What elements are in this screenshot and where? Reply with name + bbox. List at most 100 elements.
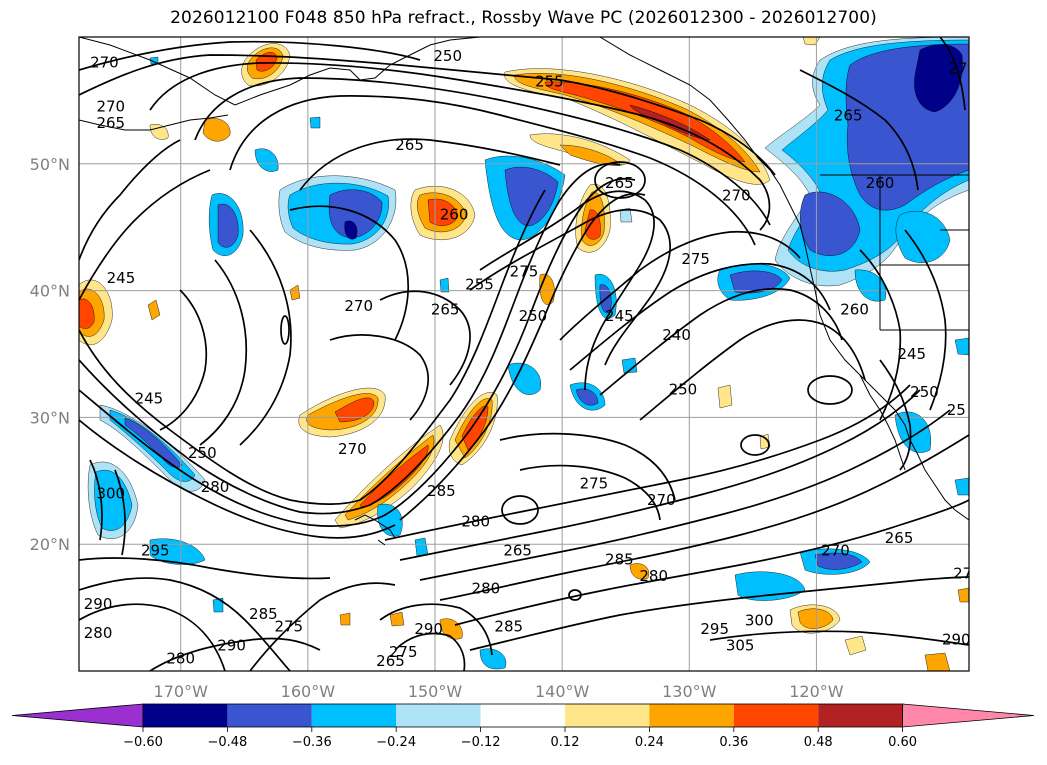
contour-label: 290 [414,620,443,638]
positive-blob-139w-18n [629,563,650,580]
positive-blob-157w-red [334,397,375,423]
contour-label: 265 [395,136,424,154]
contour-label: 285 [427,482,456,500]
longitude-label: 170°W [154,682,209,701]
colorbar-segment [396,704,481,727]
contour-line [859,249,902,421]
latitude-label: 20°N [30,535,70,554]
contour-label: 300 [96,484,125,502]
colorbar-label: −0.48 [207,735,247,750]
contour-line [239,229,292,446]
contour-line [519,464,661,521]
contour-line [159,289,208,431]
contour-line [229,95,756,246]
colorbar-segment [818,704,903,727]
contour-line [79,40,421,71]
latitude-label: 50°N [30,155,70,174]
negative-blob-155w-47n-dark [328,189,383,239]
contour-line [379,603,493,656]
contour-label: 265 [503,542,532,560]
contour-label: 260 [866,174,895,192]
contour-line [79,54,776,176]
positive-blob-113w-11n [924,652,951,671]
contour-label: 280 [472,580,501,598]
contour-label: 280 [84,624,113,642]
contour-label: 290 [84,595,113,613]
contour-line [939,37,966,111]
colorbar-segment [143,704,228,727]
map-border [78,36,970,672]
contour-label: 295 [141,542,170,560]
contour-closed-loop [568,589,582,601]
contour-label: 25 [947,401,966,419]
latitude-labels: 50°N 40°N 30°N 20°N [30,155,70,554]
longitude-labels: 170°W 160°W 150°W 140°W 130°W 120°W [154,682,844,701]
colorbar: −0.60 −0.48 −0.36 −0.24 −0.12 0.12 0.24 0.36 0.4… [11,703,1035,750]
contour-label: 250 [669,381,698,399]
negative-blob-109w-23n [954,477,969,496]
contour-label: 280 [461,512,490,530]
contour-label: 245 [897,345,926,363]
negative-blob-164w-50n [254,148,279,172]
contour-label: 270 [338,440,367,458]
positive-blob-140w-core [559,144,623,166]
contour-label: 245 [107,269,136,287]
positive-blob-108w-14n [957,587,969,603]
contour-label: 300 [745,611,774,629]
contour-label: 265 [96,114,125,132]
contour-line [799,69,919,191]
contour-line [79,193,646,539]
contour-line [904,229,947,411]
contour-line [289,205,410,341]
positive-blob-125w-28n [759,433,771,450]
contour-label: 290 [217,637,246,655]
longitude-label: 160°W [281,682,336,701]
coastline-alaska [79,37,481,106]
contour-line [79,557,331,580]
negative-blob-137w-45n [619,207,633,223]
negative-blob-140w-47n-mid [504,166,559,227]
contour-label: 270 [344,297,373,315]
contour-label: 255 [535,72,564,90]
colorbar-label: 0.12 [551,735,580,750]
contour-label: 240 [662,326,691,344]
colorbar-label: −0.12 [461,735,501,750]
contour-label: 285 [249,605,278,623]
contour-line [469,576,969,651]
positive-band-gulf-alaska-core [514,73,761,173]
contour-closed-loop [807,375,853,405]
contour-line [454,499,969,626]
colorbar-label: 0.24 [635,735,664,750]
graticule [79,37,969,671]
colorbar-label: 0.36 [719,735,748,750]
figure-title: 2026012100 F048 850 hPa refract., Rossby… [170,8,877,28]
positive-band-gulf-alaska-red [544,81,746,163]
contour-label: 270 [96,98,125,116]
contour-label: 250 [910,383,939,401]
contour-line [379,290,471,386]
longitude-label: 120°W [789,682,844,701]
colorbar-frame [142,703,903,728]
colorbar-label: 0.48 [804,735,833,750]
contour-label: 245 [135,389,164,407]
contour-label: 275 [274,618,303,636]
negative-blob-124w-40n [854,269,887,302]
negative-blob-146w-47n-extra [439,277,450,293]
contour-label: 285 [605,550,634,568]
negative-blob-130w-17n-2-dark [814,552,863,570]
positive-blob-151w-13n [389,611,405,627]
contour-line [79,139,211,301]
contour-line [79,189,546,505]
negative-band-sw-dark [124,417,183,468]
contour-closed-loop [594,161,646,199]
contour-label: 270 [948,60,977,78]
contour-closed-loop [501,495,539,525]
contour-closed-loop [280,315,290,345]
contour-label: 275 [510,263,539,281]
longitude-label: 140°W [535,682,590,701]
negative-blob-109w-38n [954,337,969,356]
contour-line [439,434,969,601]
contour-label: 250 [188,444,217,462]
contour-label: 260 [840,301,869,319]
